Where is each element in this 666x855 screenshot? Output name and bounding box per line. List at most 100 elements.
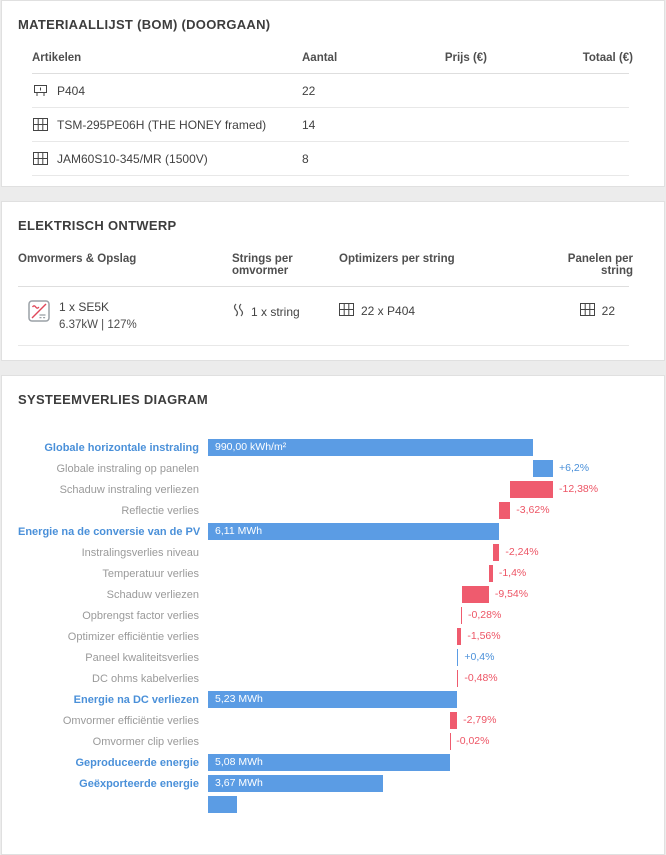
waterfall-bar[interactable]	[208, 775, 383, 792]
inverter-icon	[28, 300, 50, 325]
article-name: P404	[57, 83, 86, 98]
waterfall-row-label: Omvormer efficiëntie verlies	[62, 714, 199, 727]
panel-icon	[32, 118, 48, 131]
waterfall-row-label: Globale instraling op panelen	[56, 462, 200, 475]
waterfall-row: Globale instraling op panelen +6,2%	[18, 460, 664, 477]
waterfall-value-label: -3,62%	[516, 504, 550, 516]
bom-title: MATERIAALLIJST (BOM) (DOORGAAN)	[18, 17, 271, 32]
waterfall-value-label: -12,38%	[559, 483, 599, 495]
strings-cell: 1 x string	[232, 303, 339, 320]
panel-icon	[32, 152, 48, 165]
waterfall-row-label: Paneel kwaliteitsverlies	[85, 651, 199, 664]
waterfall-value-label: -9,54%	[494, 588, 529, 600]
waterfall-value-label: +0,4%	[464, 651, 495, 663]
waterfall-row-label: Globale horizontale instraling	[44, 441, 199, 454]
waterfall-row-plot: +6,2%	[208, 460, 589, 477]
waterfall-row: Temperatuur verlies -1,4%	[18, 565, 664, 582]
table-row[interactable]: JAM60S10-345/MR (1500V) 8	[32, 142, 629, 176]
waterfall-row-label: Geproduceerde energie	[75, 756, 200, 769]
waterfall-row-label: Energie na de conversie van de PV	[18, 525, 201, 538]
waterfall-row-plot: 3,67 MWh	[208, 775, 553, 792]
waterfall-bar[interactable]	[208, 796, 238, 813]
waterfall-value-label: -1,4%	[498, 567, 527, 579]
waterfall-row: DC ohms kabelverlies -0,48%	[18, 670, 664, 687]
column-header-omvormers: Omvormers & Opslag	[18, 253, 137, 265]
waterfall-bar[interactable]	[462, 586, 489, 603]
waterfall-row: Globale horizontale instraling 990,00 kW…	[18, 439, 664, 456]
waterfall-bar[interactable]	[461, 607, 463, 624]
table-row[interactable]: TSM-295PE06H (THE HONEY framed) 14	[32, 108, 629, 142]
waterfall-row	[18, 796, 664, 813]
waterfall-row: Paneel kwaliteitsverlies +0,4%	[18, 649, 664, 666]
waterfall-row-label: Optimizer efficiëntie verlies	[67, 630, 199, 643]
waterfall-row-label: Opbrengst factor verlies	[82, 609, 199, 622]
waterfall-row-plot: -2,24%	[208, 544, 553, 561]
waterfall-row-plot: -12,38%	[208, 481, 598, 498]
waterfall-row-plot: -2,79%	[208, 712, 553, 729]
waterfall-bar[interactable]	[457, 628, 462, 645]
article-qty: 22	[302, 83, 316, 98]
bom-table-header: Artikelen Aantal Prijs (€) Totaal (€)	[32, 44, 633, 74]
column-header-strings: Strings per omvormer	[232, 253, 293, 277]
waterfall-bar[interactable]	[532, 460, 553, 477]
waterfall-row: Omvormer clip verlies -0,02%	[18, 733, 664, 750]
waterfall-bar[interactable]	[499, 502, 511, 519]
waterfall-value-label: -0,02%	[456, 735, 490, 747]
waterfall-bar[interactable]	[208, 691, 458, 708]
waterfall-value-label: -1,56%	[467, 630, 501, 642]
waterfall-bar[interactable]	[208, 523, 500, 540]
column-header-totaal: Totaal (€)	[582, 52, 633, 64]
column-header-prijs: Prijs (€)	[444, 52, 487, 64]
waterfall-bar[interactable]	[450, 733, 451, 750]
waterfall-value-label: -2,79%	[463, 714, 497, 726]
waterfall-bar[interactable]	[457, 670, 459, 687]
waterfall-bar[interactable]	[450, 712, 458, 729]
waterfall-row-plot	[208, 796, 553, 813]
waterfall-row-plot: 5,23 MWh	[208, 691, 553, 708]
panels-label: 22	[601, 304, 615, 318]
table-row[interactable]: P404 22	[32, 74, 629, 108]
optimizers-cell: 22 x P404	[339, 303, 535, 319]
waterfall-row-label: Schaduw verliezen	[106, 588, 199, 601]
waterfall-bar[interactable]	[488, 565, 493, 582]
waterfall-value-label: 6,11 MWh	[215, 525, 263, 537]
waterfall-bar[interactable]	[208, 439, 533, 456]
waterfall-value-label: 3,67 MWh	[215, 777, 263, 789]
waterfall-row-label: Geëxporteerde energie	[79, 777, 199, 790]
waterfall-row: Reflectie verlies -3,62%	[18, 502, 664, 519]
electrical-title: ELEKTRISCH ONTWERP	[18, 218, 177, 233]
panels-cell: 22	[535, 303, 633, 319]
electrical-table-header: Omvormers & Opslag Strings per omvormer …	[18, 245, 633, 287]
panel-icon	[339, 303, 354, 319]
column-header-aantal: Aantal	[302, 52, 338, 64]
waterfall-value-label: 5,23 MWh	[215, 693, 263, 705]
waterfall-bar[interactable]	[457, 649, 459, 666]
waterfall-row-plot: -0,48%	[208, 670, 553, 687]
waterfall-row-plot: -0,02%	[208, 733, 553, 750]
waterfall-row-plot: 6,11 MWh	[208, 523, 553, 540]
bom-card: MATERIAALLIJST (BOM) (DOORGAAN) Artikele…	[1, 0, 665, 187]
waterfall-row: Schaduw instraling verliezen -12,38%	[18, 481, 664, 498]
waterfall-row: Geëxporteerde energie 3,67 MWh	[18, 775, 664, 792]
waterfall-value-label: -0,48%	[464, 672, 498, 684]
article-name: JAM60S10-345/MR (1500V)	[57, 151, 208, 166]
article-qty: 14	[302, 117, 316, 132]
waterfall-bar[interactable]	[492, 544, 500, 561]
waterfall-row: Optimizer efficiëntie verlies -1,56%	[18, 628, 664, 645]
strings-label: 1 x string	[251, 304, 300, 319]
waterfall-row-label: Temperatuur verlies	[102, 567, 199, 580]
waterfall-row-plot: 990,00 kWh/m²	[208, 439, 553, 456]
waterfall-row-plot: -1,4%	[208, 565, 553, 582]
waterfall-row: Instralingsverlies niveau -2,24%	[18, 544, 664, 561]
waterfall-row: Omvormer efficiëntie verlies -2,79%	[18, 712, 664, 729]
waterfall-value-label: -0,28%	[468, 609, 502, 621]
inverter-label: 1 x SE5K	[59, 300, 110, 314]
waterfall-row-label: Energie na DC verliezen	[73, 693, 199, 706]
waterfall-row: Geproduceerde energie 5,08 MWh	[18, 754, 664, 771]
waterfall-row-plot: -0,28%	[208, 607, 553, 624]
electrical-row[interactable]: 1 x SE5K 6.37kW | 127% 1 x string	[18, 287, 629, 346]
waterfall-bar[interactable]	[510, 481, 553, 498]
waterfall-bar[interactable]	[208, 754, 451, 771]
optimizer-icon	[32, 84, 48, 97]
waterfall-row: Energie na de conversie van de PV 6,11 M…	[18, 523, 664, 540]
